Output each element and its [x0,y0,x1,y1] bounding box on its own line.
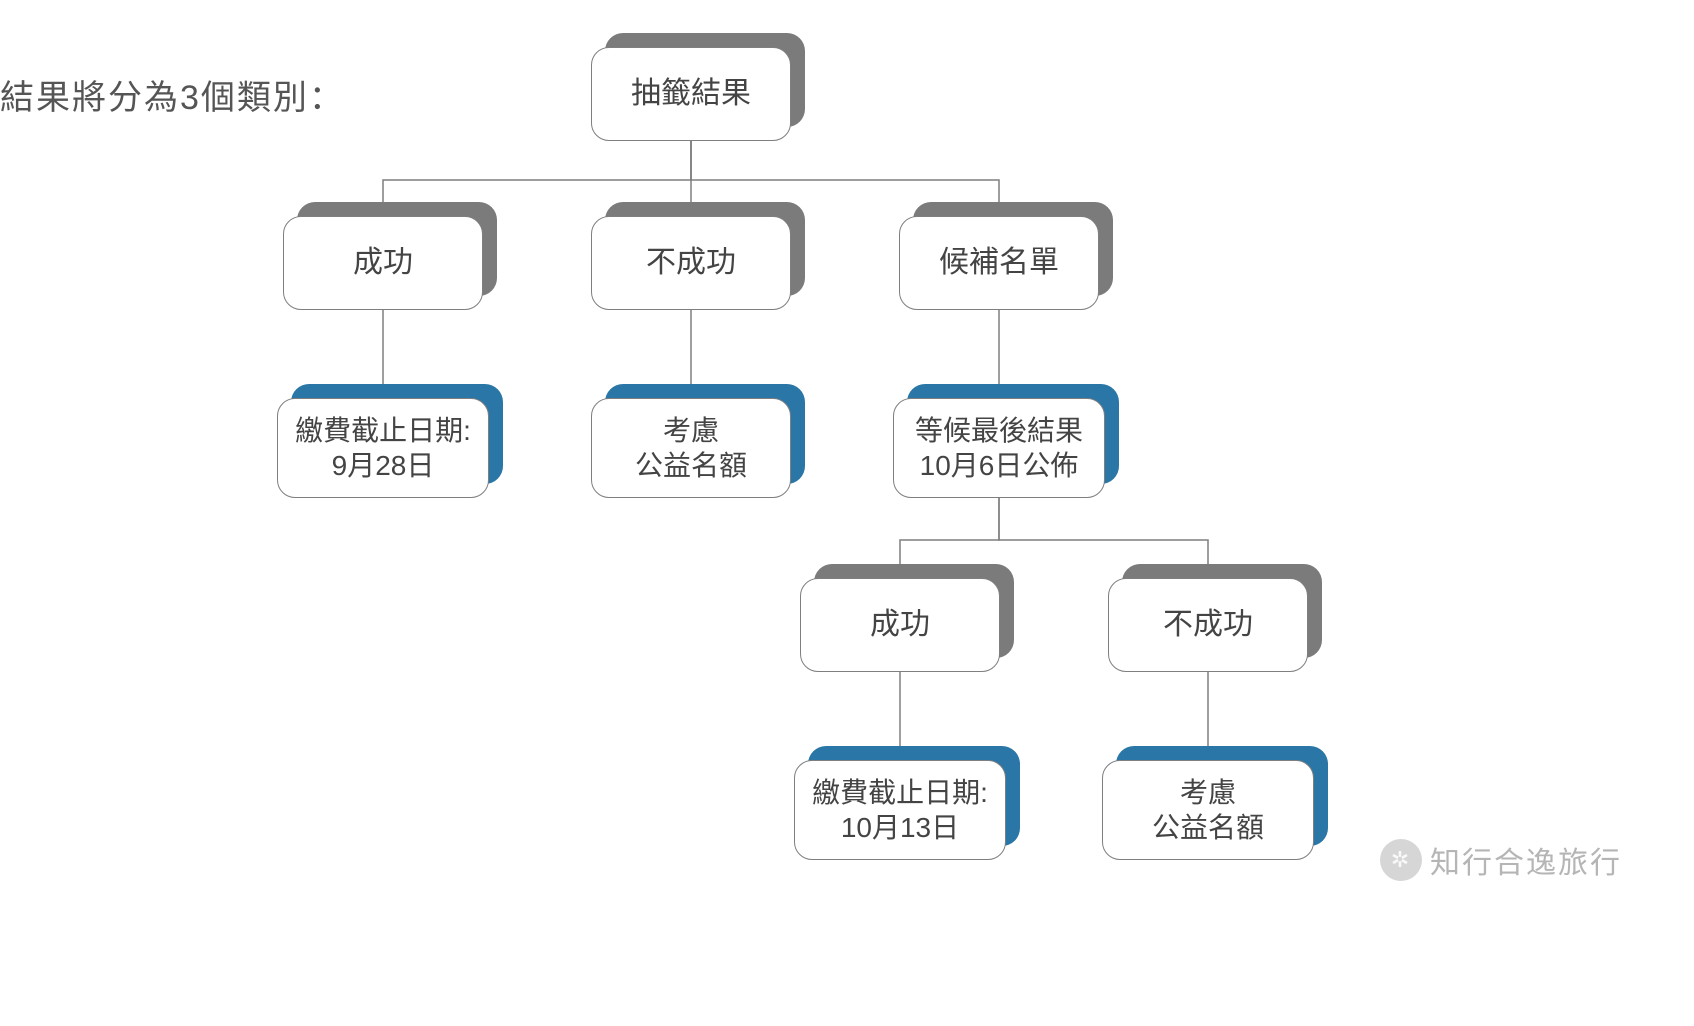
node-success1: 成功 [283,216,483,310]
node-waitlist: 候補名單 [899,216,1099,310]
node-label: 不成功 [1163,606,1253,644]
node-box: 不成功 [591,216,791,310]
node-box: 不成功 [1108,578,1308,672]
diagram-heading: 結果將分為3個類別： [0,70,345,119]
node-box: 考慮 公益名額 [591,398,791,498]
node-box: 候補名單 [899,216,1099,310]
node-label: 成功 [870,606,930,644]
node-fail2: 不成功 [1108,578,1308,672]
node-label: 考慮 公益名額 [1152,775,1264,845]
node-box: 抽籤結果 [591,47,791,141]
node-box: 繳費截止日期: 10月13日 [794,760,1006,860]
node-label: 候補名單 [939,244,1059,282]
watermark: ✲ 知行合逸旅行 [1380,838,1622,882]
node-label: 繳費截止日期: 10月13日 [812,775,988,845]
node-label: 不成功 [646,244,736,282]
node-consider1: 考慮 公益名額 [591,398,791,498]
node-fail1: 不成功 [591,216,791,310]
node-box: 成功 [800,578,1000,672]
node-label: 等候最後結果 10月6日公佈 [915,413,1083,483]
node-box: 繳費截止日期: 9月28日 [277,398,489,498]
node-box: 成功 [283,216,483,310]
node-success2: 成功 [800,578,1000,672]
wechat-icon: ✲ [1380,839,1422,881]
node-label: 考慮 公益名額 [635,413,747,483]
node-consider2: 考慮 公益名額 [1102,760,1314,860]
node-box: 等候最後結果 10月6日公佈 [893,398,1105,498]
watermark-text: 知行合逸旅行 [1430,838,1622,882]
node-label: 成功 [353,244,413,282]
node-due2: 繳費截止日期: 10月13日 [794,760,1006,860]
node-label: 抽籤結果 [631,75,751,113]
node-box: 考慮 公益名額 [1102,760,1314,860]
diagram-canvas: 結果將分為3個類別： 抽籤結果成功不成功候補名單繳費截止日期: 9月28日考慮 … [0,0,1694,1026]
node-waitres: 等候最後結果 10月6日公佈 [893,398,1105,498]
node-root: 抽籤結果 [591,47,791,141]
node-due1: 繳費截止日期: 9月28日 [277,398,489,498]
node-label: 繳費截止日期: 9月28日 [295,413,471,483]
